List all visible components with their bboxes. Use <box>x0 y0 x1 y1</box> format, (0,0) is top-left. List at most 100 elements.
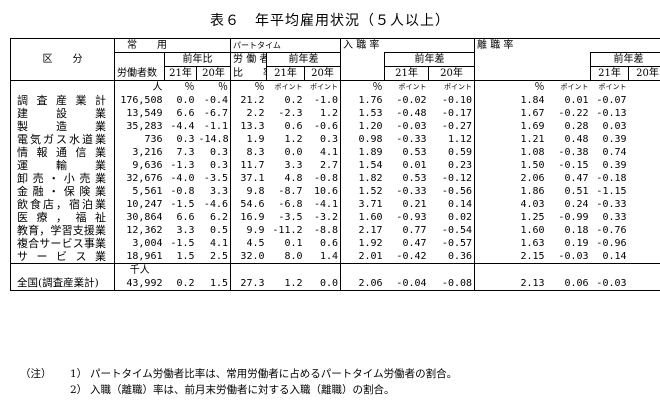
table-cell: -0.17 <box>441 108 473 119</box>
table-cell: 9,636 <box>114 159 165 172</box>
table-cell: -1.0 <box>313 95 339 106</box>
table-row: 建設業 13,549 6.6 -6.7 2.2 -2.3 1.2 1.53 -0.48 -0.17… <box>10 107 660 120</box>
table-cell: 9.9 <box>230 224 267 237</box>
table-cell: 4.5 <box>230 237 267 250</box>
total-cell: 0.0 <box>304 277 341 291</box>
table-cell: -0.13 <box>596 108 627 119</box>
unit-label: ％ <box>474 80 547 94</box>
table-cell: 5,561 <box>114 185 165 198</box>
table-cell: -0.38 <box>558 147 589 158</box>
table-cell: -0.76 <box>596 225 627 236</box>
table-cell: 3.3 <box>209 186 229 197</box>
table-cell: 37.1 <box>230 172 267 185</box>
table-cell: 35,283 <box>114 120 165 133</box>
total-cell: 1.2 <box>266 277 305 291</box>
table-cell: -6.7 <box>203 108 229 119</box>
table-cell: 0.3 <box>319 134 339 145</box>
table-row: 飲食店，宿泊業 10,247 -1.5 -4.6 54.6 -6.8 -4.1 3.71 0.2… <box>10 198 660 211</box>
table-row: 複合サービス事業 3,004 -1.5 4.1 4.5 0.1 0.6 1.92 0.47 -0.… <box>10 237 660 250</box>
table-cell: 1.53 <box>340 107 385 120</box>
table-cell: 6.6 <box>176 108 195 119</box>
table-cell: 1.08 <box>474 146 547 159</box>
table-cell: 0.3 <box>209 147 229 158</box>
table-cell: -0.4 <box>203 95 229 106</box>
employment-table: 常 用 パートタイム 入 職 率 離 職 率 区 分 前年比 労 働 者 前年差… <box>10 38 660 291</box>
note-1: パートタイム労働者比率は、常用労働者に占めるパートタイム労働者の割合。 <box>90 368 458 380</box>
table-cell: -0.03 <box>396 121 427 132</box>
table-cell: -0.54 <box>441 225 473 236</box>
table-cell: 2.5 <box>209 251 229 262</box>
table-cell: 0.1 <box>284 238 303 249</box>
table-cell: 4.1 <box>319 147 339 158</box>
table-row: 情報通信業 3,216 7.3 0.3 8.3 0.0 4.1 1.89 0.53 0.59 1.0… <box>10 146 660 159</box>
table-cell: 0.21 <box>402 199 427 210</box>
table-cell: 7.3 <box>176 147 195 158</box>
table-cell: 2.15 <box>474 250 547 264</box>
total-cell: 0.2 <box>164 277 197 291</box>
table-cell: -1.5 <box>170 238 195 249</box>
table-cell: 0.14 <box>447 199 473 210</box>
unit-label: ポイント <box>590 80 629 94</box>
table-cell: 1.21 <box>474 133 547 146</box>
table-cell: 0.77 <box>402 225 427 236</box>
total-label: 全国(調査産業計) <box>10 277 115 291</box>
header-joyo: 常 用 <box>127 40 167 51</box>
table-cell: 1.4 <box>319 251 339 262</box>
table-cell: 11.7 <box>230 159 267 172</box>
table-cell: 1.76 <box>340 94 385 107</box>
table-cell: 13,549 <box>114 107 165 120</box>
table-cell: 0.2 <box>284 95 303 106</box>
header-zennensa-1: 前年差 <box>266 52 341 67</box>
table-row: 医療，福祉 30,864 6.6 6.2 16.9 -3.5 -3.2 1.60 -0.93 0.… <box>10 211 660 224</box>
table-cell: 0.0 <box>176 95 195 106</box>
table-cell: 1.60 <box>340 211 385 224</box>
table-cell: 0.28 <box>564 121 589 132</box>
table-cell: 0.18 <box>564 225 589 236</box>
table-cell: 0.01 <box>564 95 589 106</box>
header-y20: 20年 <box>195 66 231 81</box>
notes-label: （注） <box>20 368 52 380</box>
total-cell: 2.13 <box>474 277 547 291</box>
table-cell: -11.2 <box>272 225 303 236</box>
table-cell: -0.02 <box>396 95 427 106</box>
header-nyushoku: 入 職 率 <box>340 38 385 53</box>
table-cell: -4.0 <box>170 173 195 184</box>
table-cell: -0.93 <box>396 212 427 223</box>
total-cell: 43,992 <box>114 277 165 291</box>
row-label: 複合サービス事業 <box>10 237 115 250</box>
notes: （注） 1） パートタイム労働者比率は、常用労働者に占めるパートタイム労働者の割… <box>20 366 457 398</box>
header-y21: 21年 <box>266 66 305 81</box>
header-zennensa-2: 前年差 <box>384 52 475 67</box>
table-cell: 176,508 <box>114 94 165 107</box>
table-cell: -0.33 <box>396 186 427 197</box>
table-cell: 0.98 <box>340 133 385 146</box>
table-cell: 4.8 <box>284 173 303 184</box>
row-label: 教育，学習支援業 <box>10 224 115 237</box>
table-cell: 3.71 <box>340 198 385 211</box>
header-hiritsu: 比 率 <box>230 66 267 81</box>
row-label: 情報通信業 <box>10 146 115 159</box>
table-cell: 0.19 <box>564 238 589 249</box>
table-cell: 1.92 <box>340 237 385 250</box>
total-cell: 27.3 <box>230 277 267 291</box>
table-row: サービス業 18,961 1.5 2.5 32.0 8.0 1.4 2.01 -0.42 0.36… <box>10 250 660 264</box>
table-cell: 2.2 <box>230 107 267 120</box>
table-cell: 2.7 <box>319 160 339 171</box>
table-cell: 1.50 <box>474 159 547 172</box>
table-cell: 1.67 <box>474 107 547 120</box>
table-cell: 0.48 <box>564 134 589 145</box>
unit-label: ％ <box>230 80 267 94</box>
table-cell: 54.6 <box>230 198 267 211</box>
table-cell: 3,004 <box>114 237 165 250</box>
total-row: 全国(調査産業計) 43,992 0.2 1.5 27.3 1.2 0.0 2.06 -0.04… <box>10 277 660 291</box>
table-cell: 2.06 <box>474 172 547 185</box>
table-cell: -0.57 <box>441 238 473 249</box>
table-cell: -0.10 <box>441 95 473 106</box>
table-cell: 9.8 <box>230 185 267 198</box>
unit-label: 人 <box>114 80 165 94</box>
total-cell: -0.04 <box>384 277 429 291</box>
table-cell: -6.8 <box>278 199 303 210</box>
header-parttime: パートタイム <box>233 41 281 50</box>
table-cell: 1.20 <box>340 120 385 133</box>
unit-label: ポイント <box>428 80 475 94</box>
